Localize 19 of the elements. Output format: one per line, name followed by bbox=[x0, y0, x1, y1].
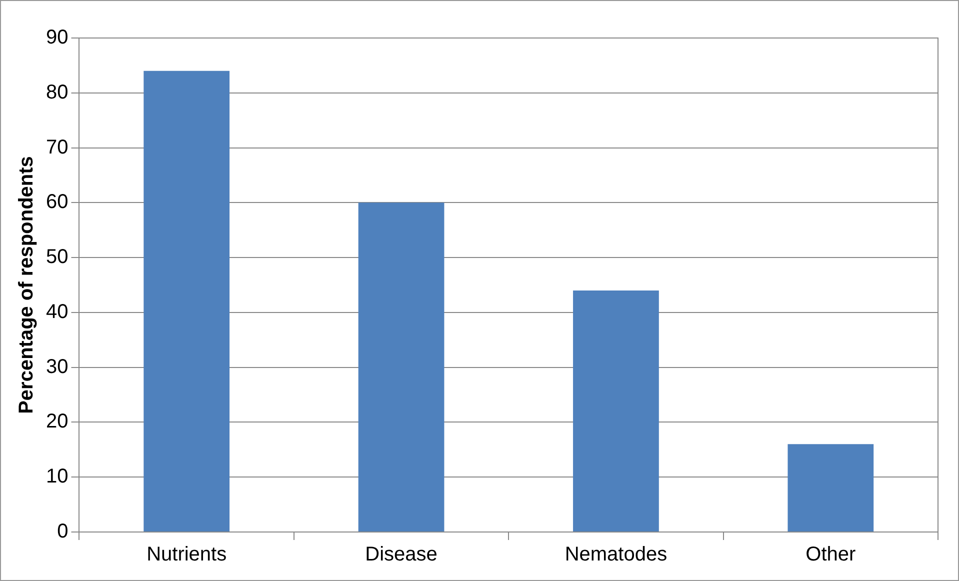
y-tick-label: 60 bbox=[46, 191, 68, 214]
x-tick-label: Other bbox=[806, 544, 856, 566]
y-tick-label: 40 bbox=[46, 300, 68, 323]
y-axis-title: Percentage of respondents bbox=[16, 156, 38, 414]
bar bbox=[573, 290, 659, 532]
bar bbox=[144, 70, 230, 532]
y-tick-label: 0 bbox=[57, 520, 68, 543]
y-tick-label: 30 bbox=[46, 356, 68, 378]
y-tick-label: 70 bbox=[46, 136, 68, 158]
x-tick-label: Nematodes bbox=[564, 544, 668, 566]
y-tick-label: 20 bbox=[46, 410, 68, 433]
bar bbox=[358, 202, 444, 532]
y-tick-label: 10 bbox=[46, 466, 68, 488]
x-tick-label: Nutrients bbox=[146, 544, 227, 566]
x-tick-label: Disease bbox=[365, 544, 438, 566]
y-tick-label: 80 bbox=[46, 81, 68, 104]
bar bbox=[788, 444, 874, 532]
y-tick-label: 50 bbox=[46, 246, 68, 268]
y-tick-label: 90 bbox=[46, 26, 68, 49]
